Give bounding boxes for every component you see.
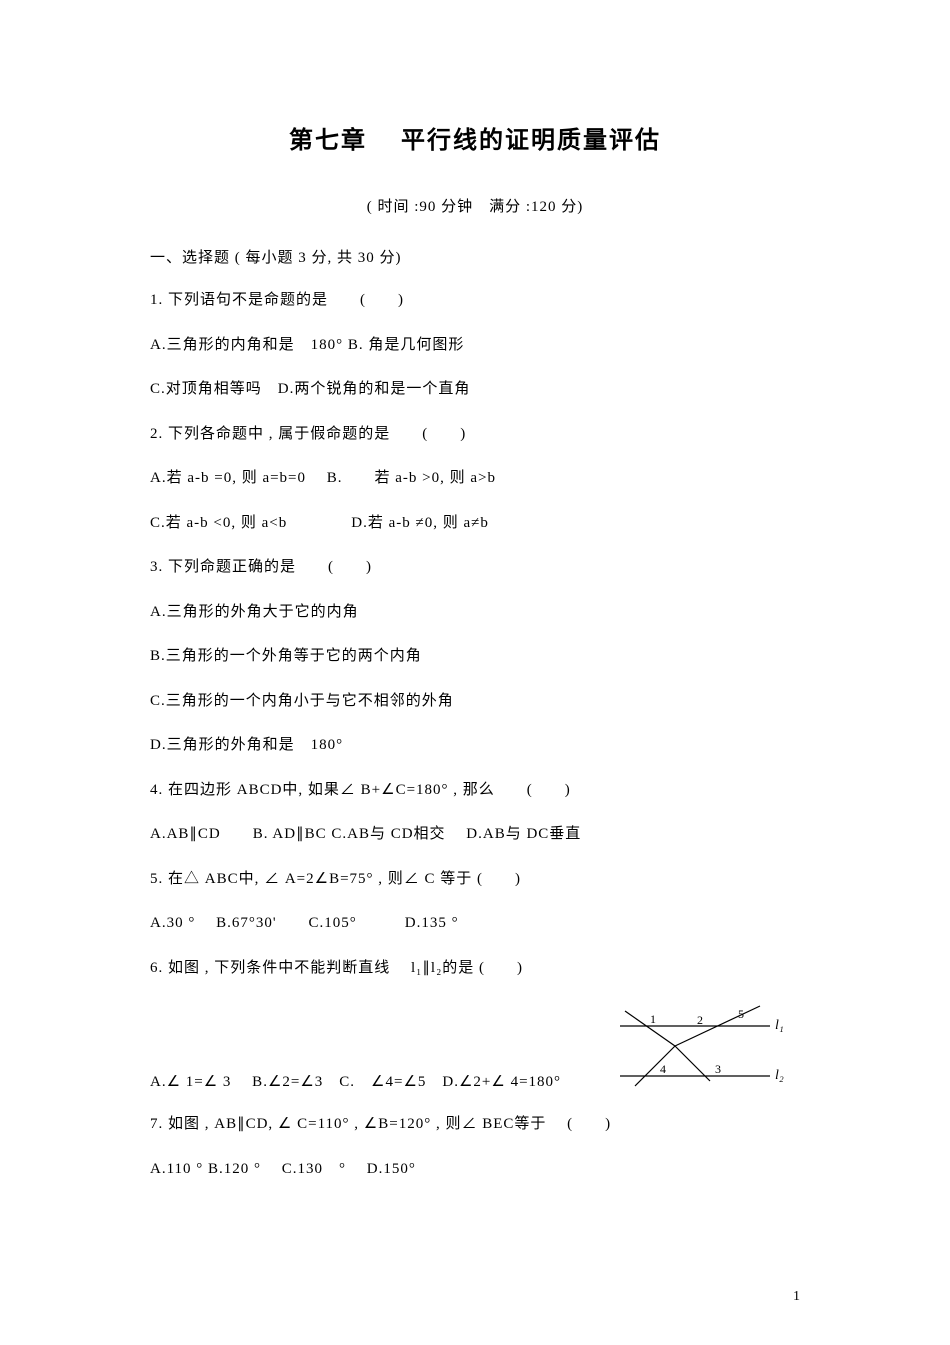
question-4-options: A.AB∥CD B. AD∥BC C.AB与 CD相交 D.AB与 DC垂直 [150, 823, 800, 846]
question-4: 4. 在四边形 ABCD中, 如果∠ B+∠C=180° , 那么 ( ) [150, 779, 800, 802]
question-6: 6. 如图 , 下列条件中不能判断直线 l₁∥l₂的是 ( ) [150, 957, 800, 980]
question-2: 2. 下列各命题中 , 属于假命题的是 ( ) [150, 423, 800, 446]
parallel-lines-diagram: l₁ l₂ 1 2 5 4 3 [620, 1001, 800, 1091]
question-7: 7. 如图 , AB∥CD, ∠ C=110° , ∠B=120° , 则∠ B… [150, 1113, 800, 1136]
question-2-options-cd: C.若 a-b <0, 则 a<b D.若 a-b ≠0, 则 a≠b [150, 512, 800, 535]
label-l1: l₁ [775, 1018, 784, 1033]
question-2-options-ab: A.若 a-b =0, 则 a=b=0 B. 若 a-b >0, 则 a>b [150, 467, 800, 490]
question-3-option-b: B.三角形的一个外角等于它的两个内角 [150, 645, 800, 668]
angle-1-label: 1 [650, 1012, 656, 1026]
angle-3-label: 3 [715, 1062, 721, 1076]
question-3: 3. 下列命题正确的是 ( ) [150, 556, 800, 579]
question-1-options-cd: C.对顶角相等吗 D.两个锐角的和是一个直角 [150, 378, 800, 401]
exam-info: ( 时间 :90 分钟 满分 :120 分) [150, 195, 800, 216]
question-6-row: A.∠ 1=∠ 3 B.∠2=∠3 C. ∠4=∠5 D.∠2+∠ 4=180°… [150, 1001, 800, 1091]
angle-5-label: 5 [738, 1007, 744, 1021]
label-l2: l₂ [775, 1068, 784, 1083]
question-1-options-ab: A.三角形的内角和是 180° B. 角是几何图形 [150, 334, 800, 357]
angle-2-label: 2 [697, 1013, 703, 1027]
question-5: 5. 在△ ABC中, ∠ A=2∠B=75° , 则∠ C 等于 ( ) [150, 868, 800, 891]
page-number: 1 [793, 1289, 800, 1305]
question-7-options: A.110 ° B.120 ° C.130 ° D.150° [150, 1158, 800, 1181]
transversal-2b [635, 1046, 675, 1086]
page-title: 第七章 平行线的证明质量评估 [150, 120, 800, 155]
question-1: 1. 下列语句不是命题的是 ( ) [150, 289, 800, 312]
section-1-header: 一、选择题 ( 每小题 3 分, 共 30 分) [150, 246, 800, 267]
question-3-option-c: C.三角形的一个内角小于与它不相邻的外角 [150, 690, 800, 713]
question-5-options: A.30 ° B.67°30' C.105° D.135 ° [150, 912, 800, 935]
angle-4-label: 4 [660, 1062, 666, 1076]
question-3-option-d: D.三角形的外角和是 180° [150, 734, 800, 757]
question-6-options: A.∠ 1=∠ 3 B.∠2=∠3 C. ∠4=∠5 D.∠2+∠ 4=180° [150, 1070, 600, 1091]
question-3-option-a: A.三角形的外角大于它的内角 [150, 601, 800, 624]
